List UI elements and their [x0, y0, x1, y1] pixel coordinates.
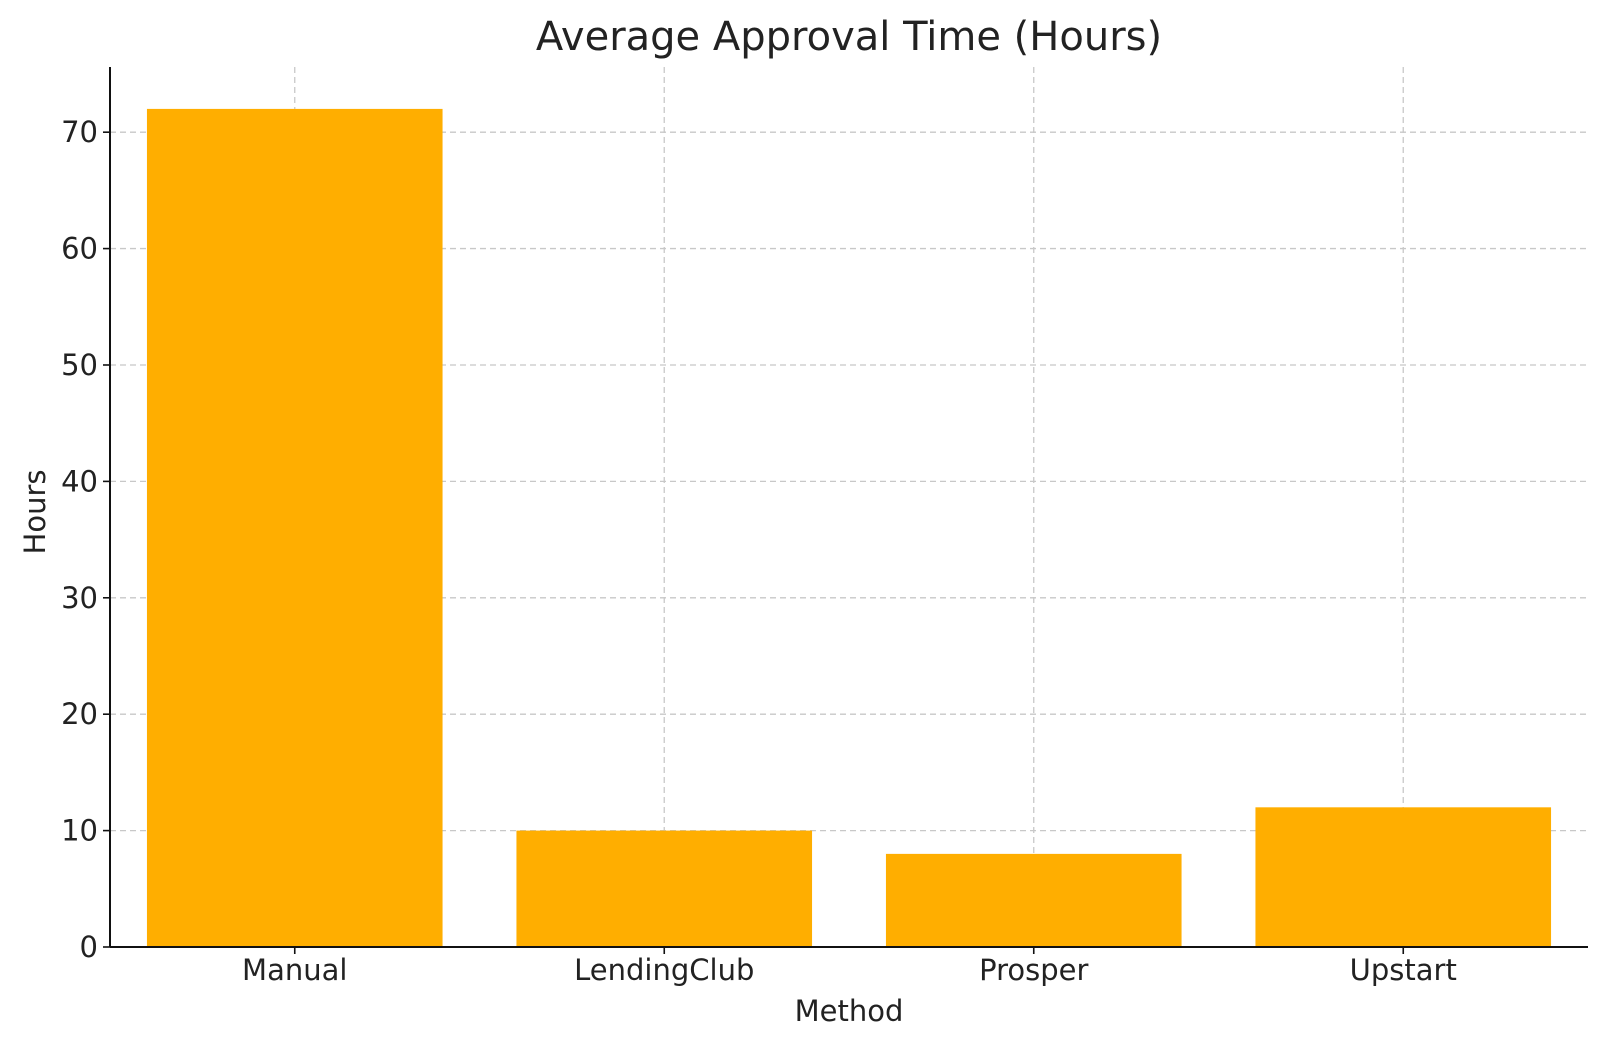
y-tick-label: 20	[61, 697, 98, 731]
bar-lendingclub	[516, 830, 813, 947]
x-axis-label: Method	[795, 994, 904, 1028]
x-tick-label: Upstart	[1350, 953, 1457, 987]
y-tick-label: 60	[61, 232, 98, 266]
ticks: 0 10 20 30 40 50 60 70 Manual LendingClub Prosper U…	[61, 115, 1457, 987]
bars	[146, 108, 1552, 947]
chart-title: Average Approval Time (Hours)	[536, 14, 1162, 60]
axes	[109, 67, 1588, 948]
bar-manual	[146, 108, 443, 947]
y-axis-label: Hours	[18, 470, 52, 555]
y-tick-label: 0	[80, 930, 98, 964]
y-tick-label: 10	[61, 814, 98, 848]
y-tick-label: 40	[61, 464, 98, 498]
bar-prosper	[885, 853, 1182, 947]
y-tick-label: 70	[61, 115, 98, 149]
bar-upstart	[1255, 807, 1552, 947]
y-tick-label: 50	[61, 348, 98, 382]
x-tick-label: LendingClub	[574, 953, 754, 987]
x-tick-label: Manual	[242, 953, 347, 987]
y-tick-label: 30	[61, 581, 98, 615]
x-tick-label: Prosper	[979, 953, 1088, 987]
